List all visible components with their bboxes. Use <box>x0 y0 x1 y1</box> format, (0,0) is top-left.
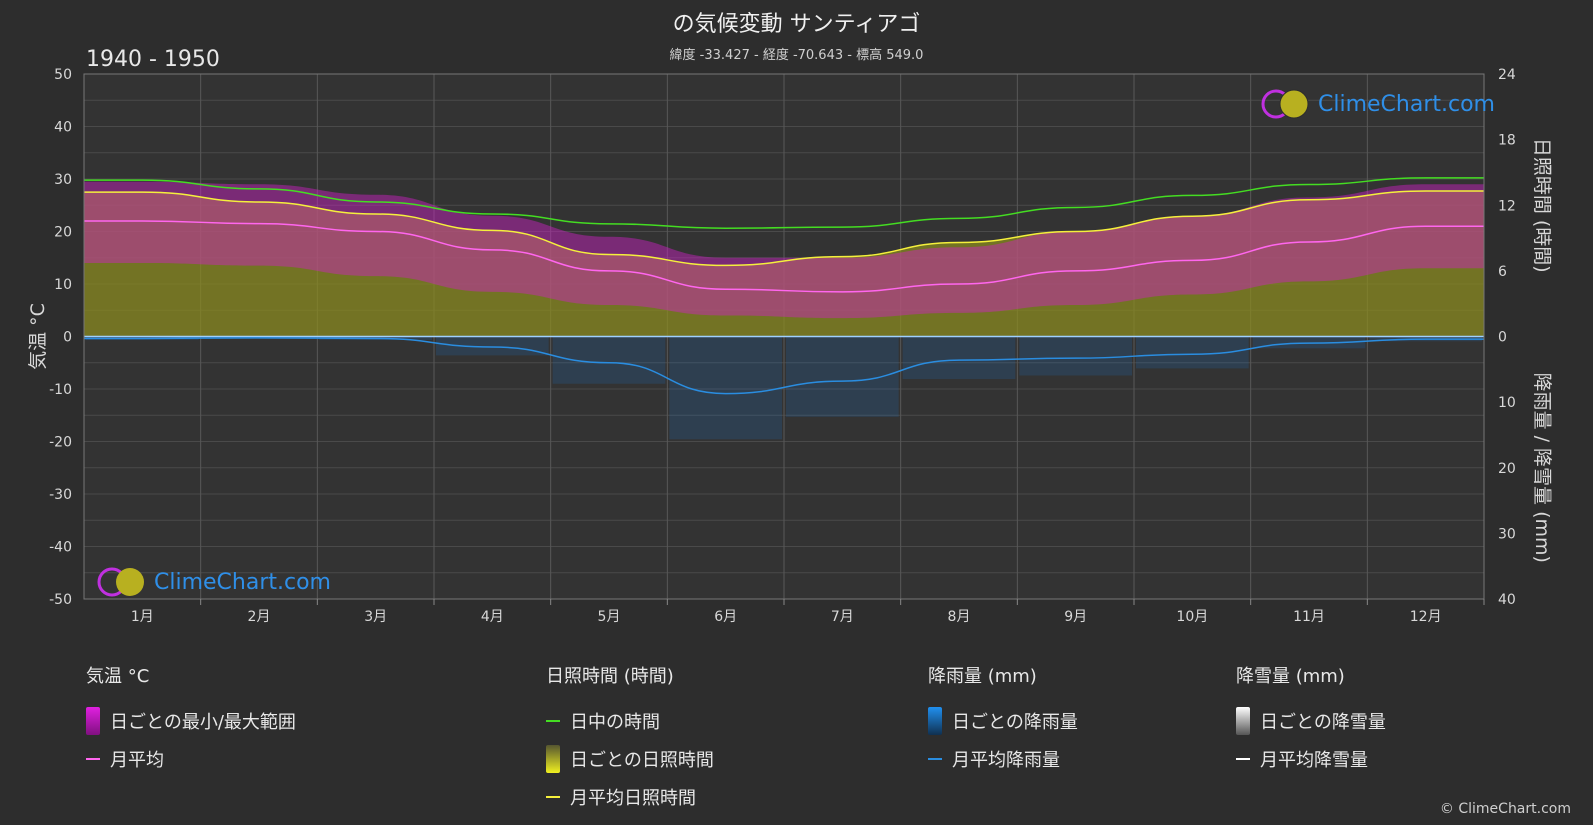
climechart-logo-icon <box>97 567 144 597</box>
y-right-bottom-tick-label: 10 <box>1498 395 1516 411</box>
legend-label: 日中の時間 <box>570 712 660 733</box>
x-tick-label: 6月 <box>714 609 737 625</box>
legend-item: 月平均日照時間 <box>546 778 714 816</box>
legend-item: 月平均 <box>86 740 296 778</box>
temperature-avg-line <box>84 220 1484 293</box>
y-right-bottom-tick-label: 40 <box>1498 592 1516 608</box>
legend-label: 月平均降雨量 <box>952 750 1060 771</box>
legend-label: 日ごとの日照時間 <box>570 750 714 771</box>
legend-label: 月平均降雪量 <box>1260 750 1368 771</box>
sunshine-swatch <box>546 745 560 773</box>
rain-bar <box>669 336 782 440</box>
logo-text: ClimeChart.com <box>1318 91 1495 117</box>
legend-item: 日ごとの最小/最大範囲 <box>86 702 296 740</box>
legend-item: 月平均降雪量 <box>1236 740 1386 778</box>
x-tick-label: 9月 <box>1064 609 1087 625</box>
y-left-tick-label: -10 <box>49 382 72 398</box>
x-tick-label: 1月 <box>131 609 154 625</box>
rain-bar <box>1019 336 1132 376</box>
rain-bar <box>436 336 549 356</box>
avg-swatch <box>86 758 100 760</box>
y-left-tick-label: 10 <box>54 277 72 293</box>
y-left-tick-label: 50 <box>54 67 72 83</box>
sunshine-area <box>84 191 1484 337</box>
rain-bar <box>902 336 1016 380</box>
x-tick-label: 5月 <box>598 609 621 625</box>
rain-avg-line <box>83 337 1484 395</box>
y-right-top-axis-label: 日照時間 (時間) <box>1531 138 1553 273</box>
x-tick-label: 3月 <box>364 609 387 625</box>
legend-label: 月平均 <box>110 750 164 771</box>
legend-item: 日ごとの降雨量 <box>928 702 1078 740</box>
y-left-tick-label: -20 <box>49 435 72 451</box>
y-left-tick-label: 0 <box>63 330 72 346</box>
daylight-swatch <box>546 720 560 722</box>
y-right-top-tick-label: 18 <box>1498 133 1516 149</box>
y-right-top-tick-label: 12 <box>1498 198 1516 214</box>
y-right-bottom-tick-label: 20 <box>1498 461 1516 477</box>
y-left-tick-label: 30 <box>54 172 72 188</box>
legend-title: 日照時間 (時間) <box>546 666 674 687</box>
y-left-axis-label: 気温 °C <box>27 303 49 370</box>
legend-label: 日ごとの降雪量 <box>1260 712 1386 733</box>
daylight-line <box>83 177 1484 229</box>
x-tick-label: 10月 <box>1176 609 1208 625</box>
y-right-top-tick-label: 0 <box>1498 330 1507 346</box>
x-tick-label: 7月 <box>831 609 854 625</box>
sunshine-avg-line <box>84 190 1484 267</box>
legend-snow: 降雪量 (mm) 日ごとの降雪量 月平均降雪量 <box>1236 662 1386 778</box>
legend-title: 降雨量 (mm) <box>928 666 1037 687</box>
x-tick-label: 8月 <box>948 609 971 625</box>
legend-title: 気温 °C <box>86 666 150 687</box>
period-label: 1940 - 1950 <box>86 47 220 72</box>
x-tick-label: 4月 <box>481 609 504 625</box>
y-left-tick-label: -40 <box>49 540 72 556</box>
sunshine-avg-swatch <box>546 796 560 798</box>
legend-rain: 降雨量 (mm) 日ごとの降雨量 月平均降雨量 <box>928 662 1078 778</box>
y-right-top-tick-label: 6 <box>1498 264 1507 280</box>
chart-subtitle: 緯度 -33.427 - 経度 -70.643 - 標高 549.0 <box>669 48 924 63</box>
chart-title: の気候変動 サンティアゴ <box>672 12 921 37</box>
logo-bottom[interactable]: ClimeChart.com <box>96 566 331 598</box>
x-tick-label: 2月 <box>248 609 271 625</box>
legend-title: 降雪量 (mm) <box>1236 666 1345 687</box>
rain-avg-swatch <box>928 758 942 760</box>
y-right-top-tick-label: 24 <box>1498 67 1516 83</box>
legend-label: 日ごとの最小/最大範囲 <box>110 712 296 733</box>
legend-item: 日ごとの日照時間 <box>546 740 714 778</box>
legend-item: 日中の時間 <box>546 702 714 740</box>
x-tick-label: 11月 <box>1293 609 1325 625</box>
legend-label: 月平均日照時間 <box>570 788 696 809</box>
logo-top[interactable]: ClimeChart.com <box>1260 88 1495 120</box>
legend-sunshine: 日照時間 (時間) 日中の時間 日ごとの日照時間 月平均日照時間 <box>546 662 714 816</box>
legend-label: 日ごとの降雨量 <box>952 712 1078 733</box>
y-right-bottom-tick-label: 30 <box>1498 526 1516 542</box>
legend-item: 日ごとの降雪量 <box>1236 702 1386 740</box>
legend-item: 月平均降雨量 <box>928 740 1078 778</box>
legend-temperature: 気温 °C 日ごとの最小/最大範囲 月平均 <box>86 662 296 778</box>
climechart-logo-icon <box>1261 89 1309 119</box>
logo-text: ClimeChart.com <box>154 569 331 595</box>
y-left-tick-label: -30 <box>49 487 72 503</box>
x-tick-label: 12月 <box>1410 609 1442 625</box>
snow-avg-swatch <box>1236 758 1250 760</box>
y-right-bottom-axis-label: 降雨量 / 降雪量 (mm) <box>1531 373 1553 563</box>
range-swatch <box>86 707 100 735</box>
rain-swatch <box>928 707 942 735</box>
snow-swatch <box>1236 707 1250 735</box>
temperature-range-band <box>84 181 1484 319</box>
y-left-tick-label: -50 <box>49 592 72 608</box>
y-left-tick-label: 20 <box>54 225 72 241</box>
copyright: © ClimeChart.com <box>1439 801 1571 817</box>
climate-chart: 50 40 30 20 10 0 -10 -20 -30 -40 -50 24 18 12 6 0 10 20 30… <box>27 67 1553 625</box>
y-left-tick-label: 40 <box>54 120 72 136</box>
